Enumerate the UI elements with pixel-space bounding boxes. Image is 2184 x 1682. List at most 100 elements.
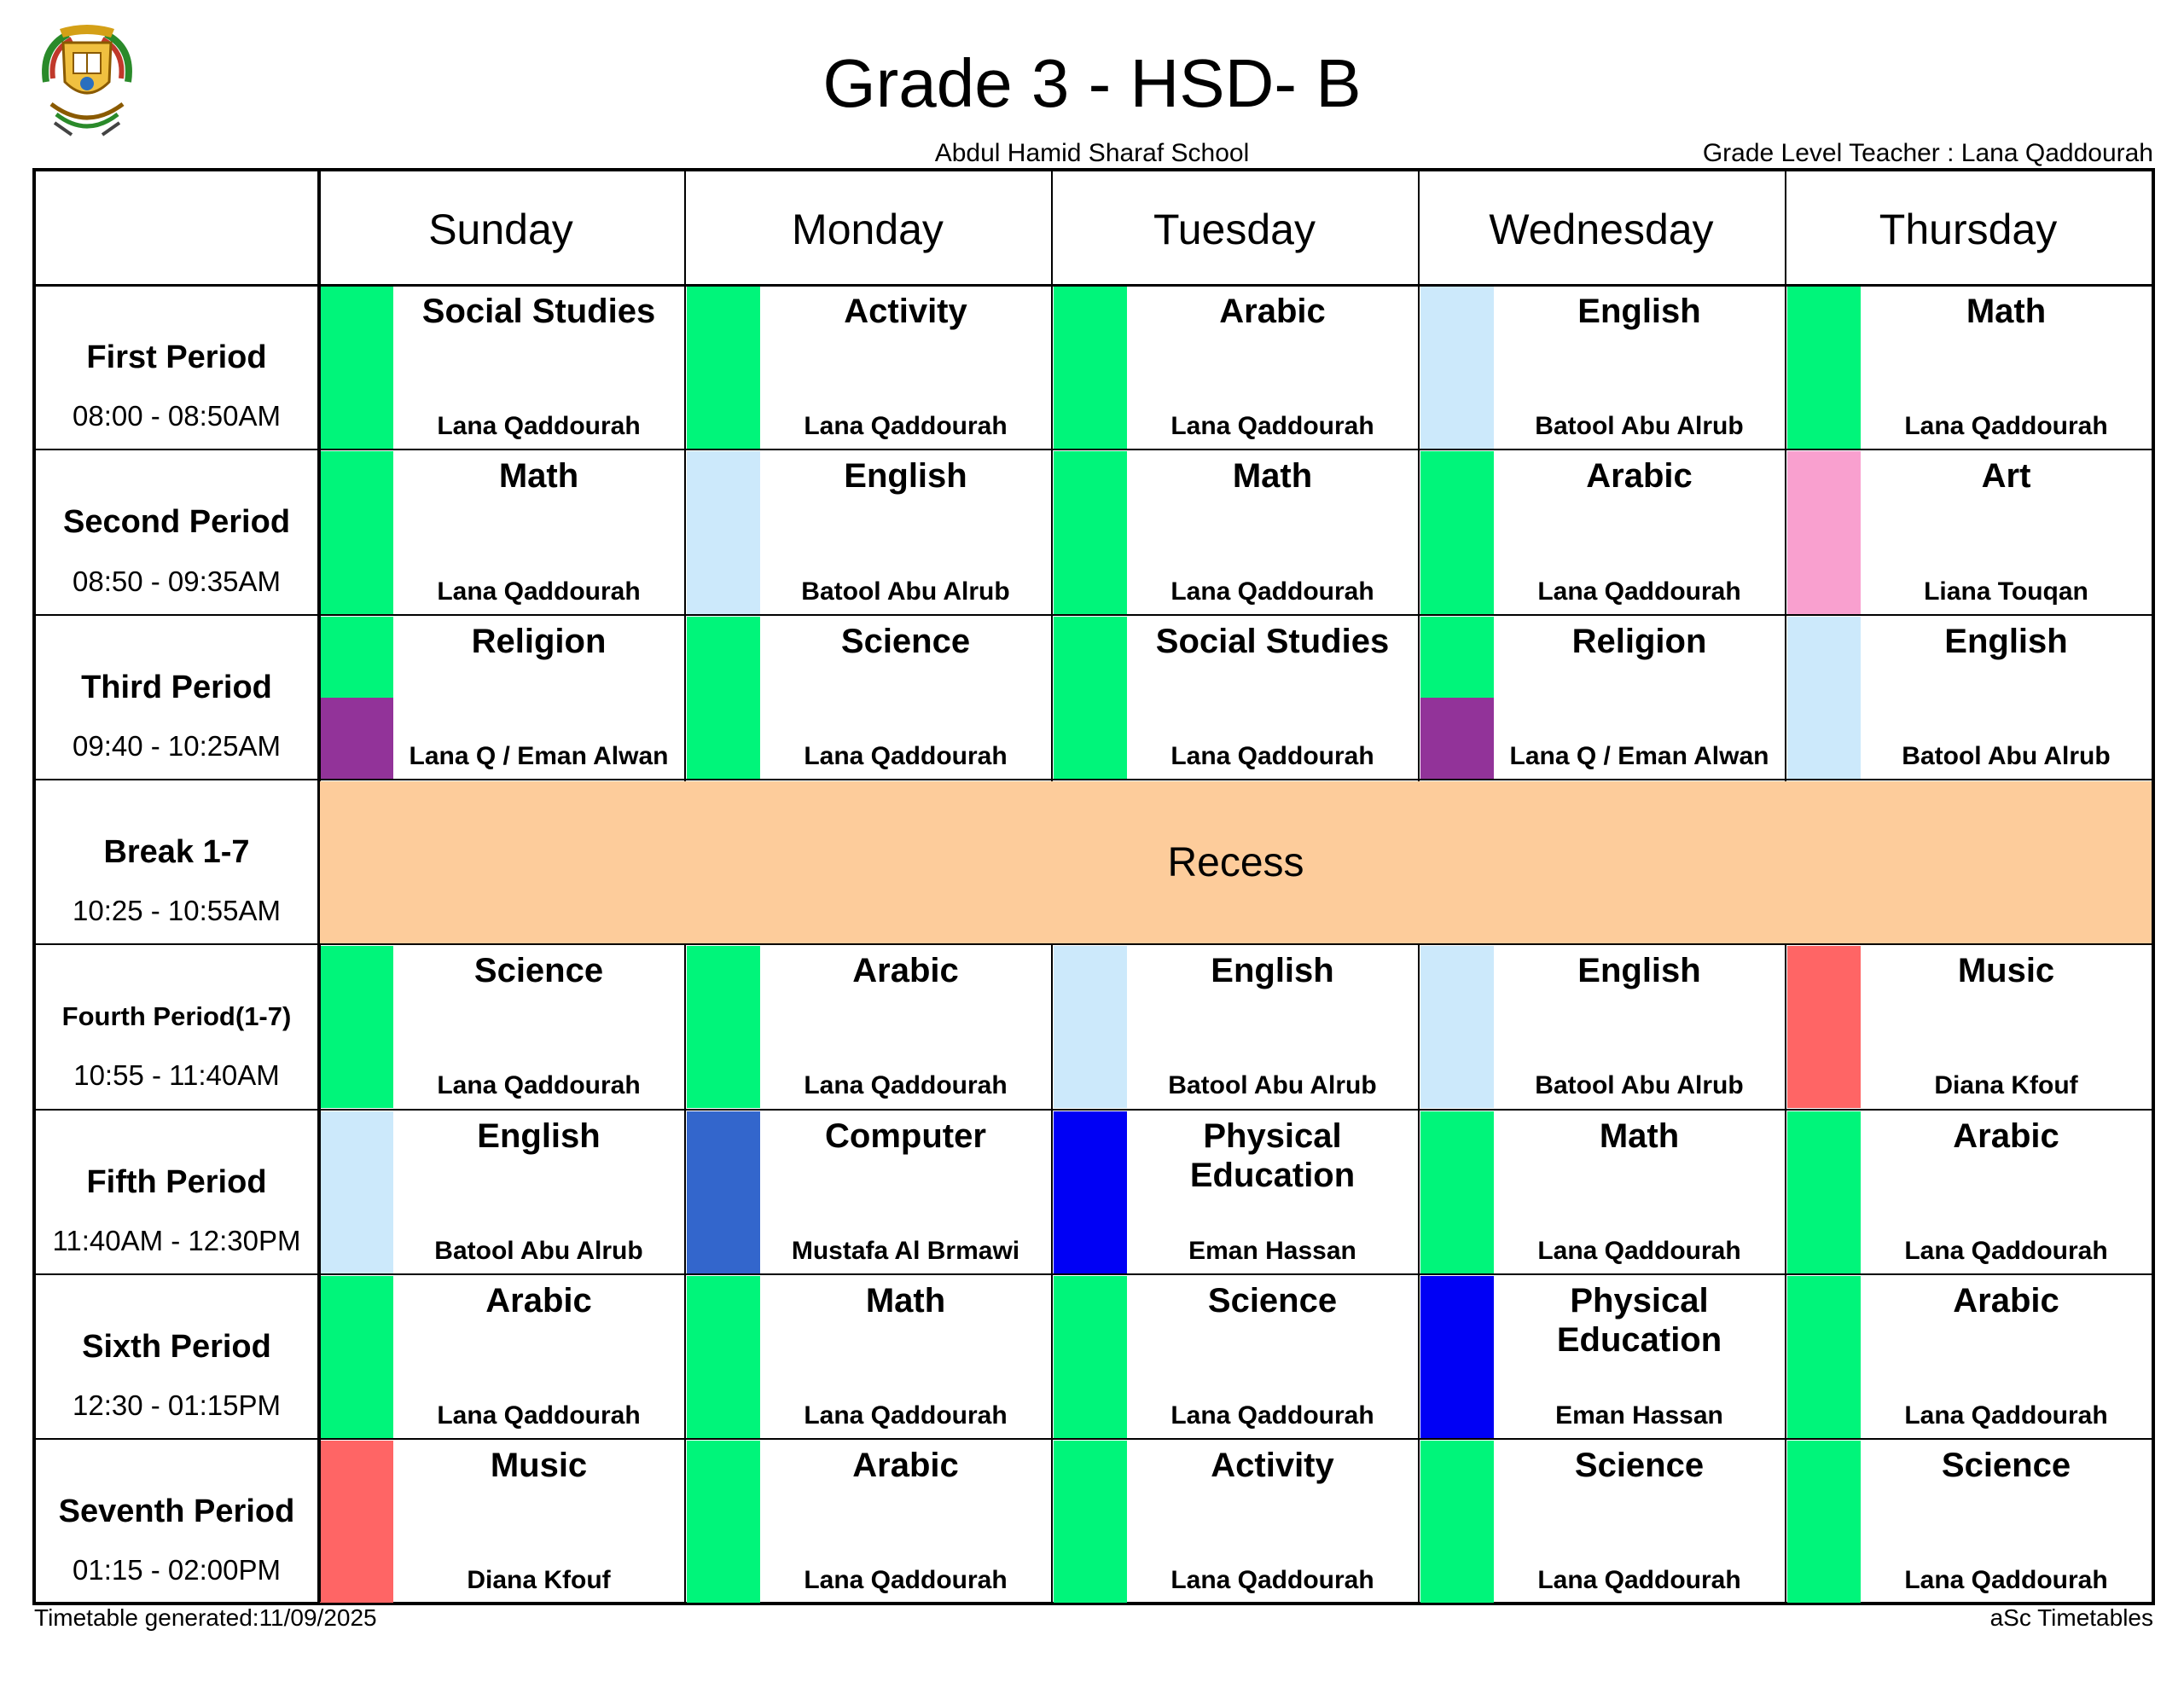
period-label: Break 1-7 10:25 - 10:55AM <box>36 779 317 943</box>
lesson-cell: Music Diana Kfouf <box>320 1441 684 1604</box>
lesson-cell: Arabic Lana Qaddourah <box>687 1441 1051 1604</box>
grade-level-teacher: Grade Level Teacher : Lana Qaddourah <box>1702 139 2153 167</box>
lesson-cell: Arabic Lana Qaddourah <box>1054 287 1418 450</box>
lesson-cell: English Batool Abu Alrub <box>687 451 1051 614</box>
period-name: Seventh Period <box>58 1494 295 1530</box>
lesson-cell: Science Lana Qaddourah <box>1420 1441 1785 1604</box>
grid-divider <box>36 1108 2152 1111</box>
lesson-teacher: Batool Abu Alrub <box>1535 412 1744 441</box>
lesson-cell: Arabic Lana Qaddourah <box>1420 451 1785 614</box>
lesson-teacher: Lana Qaddourah <box>804 741 1008 770</box>
lesson-cell: English Batool Abu Alrub <box>1054 946 1418 1109</box>
subject-color-bar <box>320 697 393 779</box>
lesson-teacher: Batool Abu Alrub <box>1535 1071 1744 1100</box>
recess-block: Recess <box>320 780 2152 944</box>
grid-divider <box>36 778 2152 780</box>
lesson-teacher: Batool Abu Alrub <box>1902 741 2111 770</box>
software-credit: aSc Timetables <box>1989 1604 2153 1631</box>
lesson-teacher: Lana Qaddourah <box>437 412 641 441</box>
subject-color-bar <box>1054 287 1127 450</box>
day-header-tuesday: Tuesday <box>1153 206 1316 253</box>
subject-color-bar <box>320 1111 393 1273</box>
day-header-wednesday: Wednesday <box>1489 206 1714 253</box>
day-header-monday: Monday <box>792 206 944 253</box>
subject-color-bar <box>1420 451 1494 614</box>
lesson-teacher: Batool Abu Alrub <box>801 577 1010 606</box>
period-time: 10:55 - 11:40AM <box>73 1059 280 1092</box>
subject-color-bar <box>1054 1441 1127 1604</box>
period-name: Second Period <box>62 504 291 541</box>
lesson-teacher: Eman Hassan <box>1555 1401 1723 1430</box>
period-label: Second Period 08:50 - 09:35AM <box>36 449 317 613</box>
period-name: Break 1-7 <box>103 833 250 870</box>
lesson-teacher: Lana Qaddourah <box>1170 1401 1374 1430</box>
lesson-subject: Arabic <box>1953 1116 2059 1155</box>
lesson-teacher: Diana Kfouf <box>467 1566 611 1595</box>
lesson-cell: English Batool Abu Alrub <box>1420 287 1785 450</box>
lesson-teacher: Batool Abu Alrub <box>434 1236 643 1265</box>
lesson-cell: Math Lana Qaddourah <box>687 1275 1051 1439</box>
lesson-teacher: Lana Qaddourah <box>437 577 641 606</box>
grid-divider <box>36 943 2152 946</box>
lesson-cell: Science Lana Qaddourah <box>1054 1275 1418 1439</box>
lesson-teacher: Lana Qaddourah <box>1537 1566 1741 1595</box>
lesson-cell: Music Diana Kfouf <box>1787 946 2152 1109</box>
lesson-teacher: Lana Qaddourah <box>437 1071 641 1100</box>
lesson-subject: Science <box>1941 1447 2071 1485</box>
lesson-teacher: Lana Q / Eman Alwan <box>409 741 669 770</box>
lesson-cell: Physical Education Eman Hassan <box>1054 1111 1418 1273</box>
period-label: Fourth Period(1-7) 10:55 - 11:40AM <box>36 943 317 1108</box>
subject-color-bar <box>1787 1275 1861 1439</box>
period-label: Fifth Period 11:40AM - 12:30PM <box>36 1109 317 1273</box>
lesson-subject: Arabic <box>1953 1281 2059 1320</box>
lesson-cell: Science Lana Qaddourah <box>687 616 1051 779</box>
lesson-cell: English Batool Abu Alrub <box>320 1111 684 1273</box>
day-header-thursday: Thursday <box>1879 206 2058 253</box>
timetable-grid: Sunday Monday Tuesday Wednesday Thursday Firs… <box>32 168 2155 1605</box>
subject-color-bar <box>1054 451 1127 614</box>
period-label: Seventh Period 01:15 - 02:00PM <box>36 1438 317 1603</box>
subject-color-bar <box>687 451 760 614</box>
lesson-teacher: Eman Hassan <box>1188 1236 1356 1265</box>
lesson-cell: Arabic Lana Qaddourah <box>1787 1275 2152 1439</box>
lesson-cell: Math Lana Qaddourah <box>1420 1111 1785 1273</box>
lesson-subject: Math <box>865 1281 946 1320</box>
subject-color-bar <box>687 616 760 779</box>
lesson-subject: Math <box>498 457 579 496</box>
lesson-teacher: Lana Qaddourah <box>1170 412 1374 441</box>
lesson-teacher: Liana Touqan <box>1924 577 2088 606</box>
lesson-cell: Math Lana Qaddourah <box>1787 287 2152 450</box>
subject-color-bar <box>1420 1441 1494 1604</box>
subject-color-bar <box>320 616 393 698</box>
lesson-subject: Math <box>1232 457 1313 496</box>
subject-color-bar <box>320 1275 393 1439</box>
subject-color-bar <box>1420 697 1494 779</box>
subject-color-bar <box>687 287 760 450</box>
lesson-cell: Physical Education Eman Hassan <box>1420 1275 1785 1439</box>
lesson-cell: Arabic Lana Qaddourah <box>320 1275 684 1439</box>
period-label: First Period 08:00 - 08:50AM <box>36 284 317 449</box>
grid-divider <box>36 613 2152 616</box>
subject-color-bar <box>1054 946 1127 1109</box>
lesson-teacher: Lana Qaddourah <box>804 412 1008 441</box>
lesson-subject: English <box>1577 952 1701 990</box>
lesson-subject: English <box>1944 622 2068 660</box>
subject-color-bar <box>687 1441 760 1604</box>
subject-color-bar <box>320 946 393 1109</box>
lesson-subject: Social Studies <box>1155 622 1390 660</box>
lesson-teacher: Lana Qaddourah <box>804 1401 1008 1430</box>
period-time: 12:30 - 01:15PM <box>73 1389 281 1422</box>
lesson-teacher: Lana Qaddourah <box>1170 577 1374 606</box>
lesson-cell: Activity Lana Qaddourah <box>1054 1441 1418 1604</box>
subject-color-bar <box>687 1275 760 1439</box>
lesson-teacher: Lana Qaddourah <box>804 1566 1008 1595</box>
lesson-cell: Computer Mustafa Al Brmawi <box>687 1111 1051 1273</box>
lesson-teacher: Diana Kfouf <box>1934 1071 2078 1100</box>
period-name: Fifth Period <box>86 1163 267 1200</box>
lesson-cell: Religion Lana Q / Eman Alwan <box>320 616 684 779</box>
lesson-cell: Math Lana Qaddourah <box>1054 451 1418 614</box>
period-time: 10:25 - 10:55AM <box>73 895 281 927</box>
lesson-subject: Arabic <box>1219 293 1326 330</box>
period-name: First Period <box>86 339 267 375</box>
subject-color-bar <box>1787 1111 1861 1273</box>
